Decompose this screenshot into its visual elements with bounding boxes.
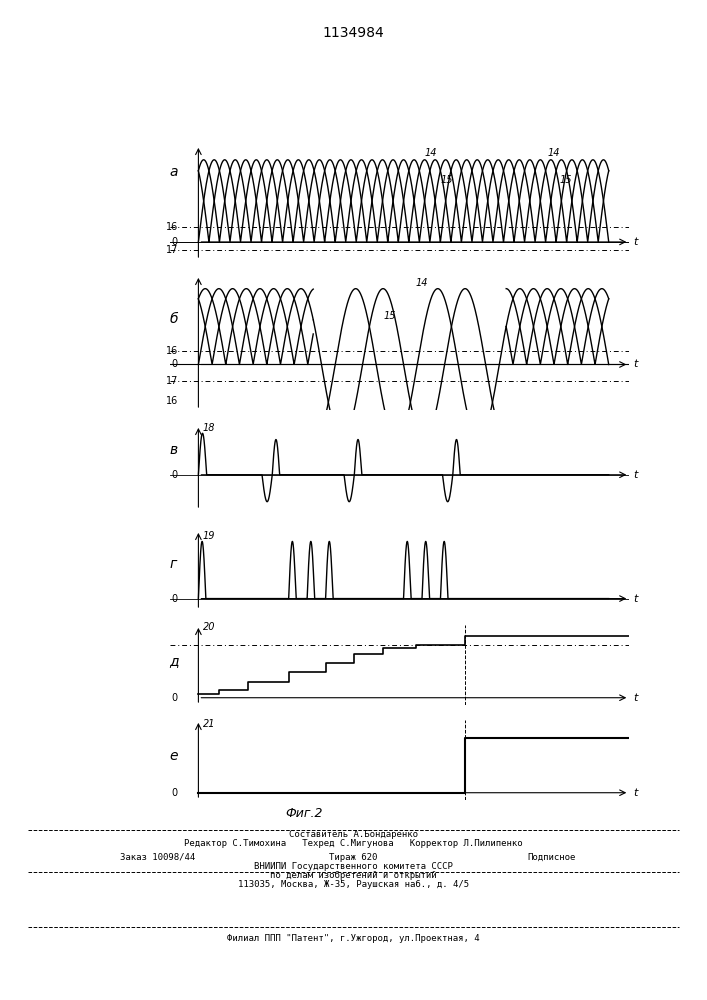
Text: t: t: [633, 470, 638, 480]
Text: 113035, Москва, Ж-35, Раушская наб., д. 4/5: 113035, Москва, Ж-35, Раушская наб., д. …: [238, 880, 469, 889]
Text: б: б: [170, 312, 178, 326]
Text: Тираж 620: Тираж 620: [329, 853, 378, 862]
Text: г: г: [170, 557, 177, 571]
Text: 0: 0: [172, 693, 178, 703]
Text: по делам изобретений и открытий: по делам изобретений и открытий: [270, 871, 437, 880]
Text: Подписное: Подписное: [527, 853, 575, 862]
Text: 17: 17: [165, 245, 178, 255]
Text: 16: 16: [165, 222, 178, 232]
Text: 20: 20: [202, 622, 215, 632]
Text: t: t: [633, 693, 638, 703]
Text: 14: 14: [416, 278, 428, 288]
Text: t: t: [633, 594, 638, 604]
Text: 1134984: 1134984: [322, 26, 385, 40]
Text: 21: 21: [202, 719, 215, 729]
Text: е: е: [170, 749, 178, 763]
Text: t: t: [633, 359, 638, 369]
Text: Фиг.2: Фиг.2: [285, 807, 323, 820]
Text: д: д: [170, 654, 180, 668]
Text: 15: 15: [383, 311, 395, 321]
Text: Редактор С.Тимохина   Техред С.Мигунова   Корректор Л.Пилипенко: Редактор С.Тимохина Техред С.Мигунова Ко…: [185, 839, 522, 848]
Text: t: t: [633, 788, 638, 798]
Text: 16: 16: [165, 346, 178, 356]
Text: t: t: [633, 237, 638, 247]
Text: 14: 14: [547, 148, 560, 158]
Text: 19: 19: [202, 531, 215, 541]
Text: Составитель А.Бондаренко: Составитель А.Бондаренко: [289, 830, 418, 839]
Text: 16: 16: [165, 396, 178, 406]
Text: 0: 0: [172, 359, 178, 369]
Text: 18: 18: [202, 423, 215, 433]
Text: ВНИИПИ Государственного комитета СССР: ВНИИПИ Государственного комитета СССР: [254, 862, 453, 871]
Text: Филиал ППП "Патент", г.Ужгород, ул.Проектная, 4: Филиал ППП "Патент", г.Ужгород, ул.Проек…: [227, 934, 480, 943]
Text: 0: 0: [172, 237, 178, 247]
Text: в: в: [170, 443, 177, 457]
Text: 17: 17: [165, 376, 178, 386]
Text: Заказ 10098/44: Заказ 10098/44: [120, 853, 195, 862]
Text: 15: 15: [440, 175, 453, 185]
Text: 15: 15: [559, 175, 572, 185]
Text: 0: 0: [172, 470, 178, 480]
Text: 14: 14: [424, 148, 437, 158]
Text: а: а: [170, 165, 178, 179]
Text: 0: 0: [172, 788, 178, 798]
Text: 0: 0: [172, 594, 178, 604]
